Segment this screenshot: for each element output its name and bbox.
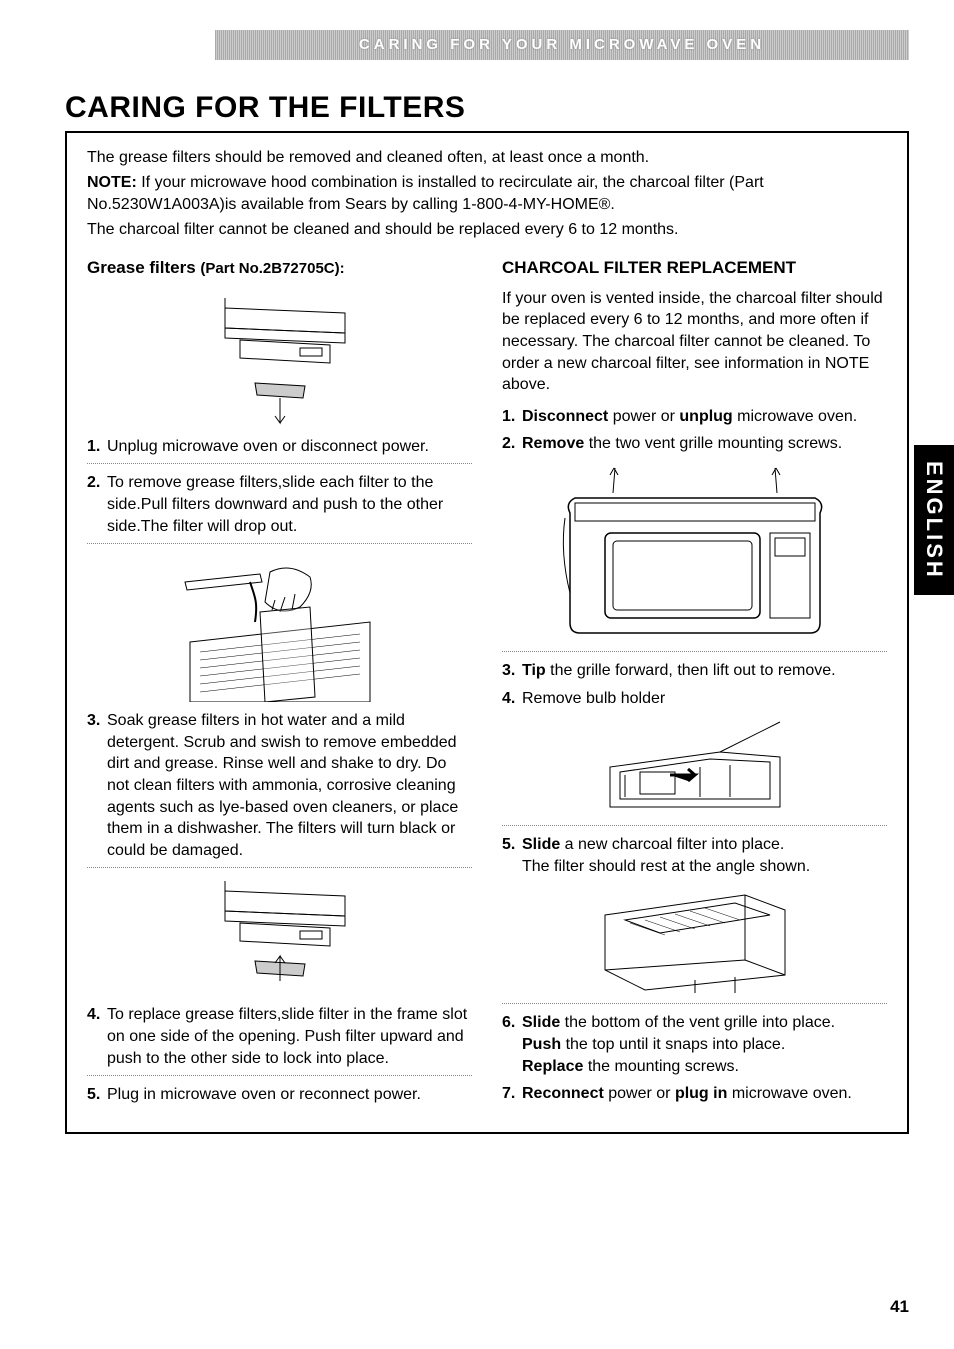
- separator: [87, 867, 472, 868]
- charcoal-step-7: 7. Reconnect power or plug in microwave …: [502, 1083, 887, 1105]
- page-number: 41: [890, 1296, 909, 1319]
- separator: [87, 543, 472, 544]
- step-number: 4.: [502, 688, 522, 710]
- microwave-front-illustration: [555, 463, 835, 643]
- intro-note: NOTE: If your microwave hood combination…: [87, 172, 887, 215]
- figure-filter-slide: [502, 885, 887, 995]
- grease-part-no: (Part No.2B72705C):: [200, 260, 344, 277]
- step-number: 2.: [502, 433, 522, 455]
- figure-hand-grab: [87, 552, 472, 702]
- charcoal-step-1: 1. Disconnect power or unplug microwave …: [502, 406, 887, 428]
- step-number: 5.: [502, 834, 522, 877]
- intro-text: The grease filters should be removed and…: [87, 147, 887, 241]
- charcoal-step-2: 2. Remove the two vent grille mounting s…: [502, 433, 887, 455]
- step-text: Soak grease filters in hot water and a m…: [107, 710, 472, 861]
- step-number: 3.: [502, 660, 522, 682]
- step-number: 1.: [502, 406, 522, 428]
- two-column-layout: Grease filters (Part No.2B72705C): 1.: [87, 257, 887, 1112]
- charcoal-step-3: 3. Tip the grille forward, then lift out…: [502, 660, 887, 682]
- grease-step-5: 5. Plug in microwave oven or reconnect p…: [87, 1084, 472, 1106]
- note-label: NOTE:: [87, 174, 137, 191]
- note-text: If your microwave hood combination is in…: [87, 174, 764, 213]
- step-number: 7.: [502, 1083, 522, 1105]
- step-text: Reconnect power or plug in microwave ove…: [522, 1083, 887, 1105]
- underside-illustration-2: [185, 876, 375, 996]
- underside-illustration-1: [185, 288, 375, 428]
- step-number: 5.: [87, 1084, 107, 1106]
- language-tab: ENGLISH: [914, 445, 954, 595]
- step-text: Disconnect power or unplug microwave ove…: [522, 406, 887, 428]
- step-number: 6.: [502, 1012, 522, 1077]
- step-text: To remove grease filters,slide each filt…: [107, 472, 472, 537]
- separator: [502, 651, 887, 652]
- figure-underside-2: [87, 876, 472, 996]
- charcoal-step-4: 4. Remove bulb holder: [502, 688, 887, 710]
- step-text: Plug in microwave oven or reconnect powe…: [107, 1084, 472, 1106]
- step-text: To replace grease filters,slide filter i…: [107, 1004, 472, 1069]
- grease-step-3: 3. Soak grease filters in hot water and …: [87, 710, 472, 861]
- figure-bulb-holder: [502, 717, 887, 817]
- step-number: 2.: [87, 472, 107, 537]
- step-text: Remove bulb holder: [522, 688, 887, 710]
- manual-page: CARING FOR YOUR MICROWAVE OVEN CARING FO…: [0, 0, 954, 1134]
- grease-heading: Grease filters (Part No.2B72705C):: [87, 257, 472, 280]
- charcoal-step-6: 6. Slide the bottom of the vent grille i…: [502, 1012, 887, 1077]
- grease-step-4: 4. To replace grease filters,slide filte…: [87, 1004, 472, 1069]
- step-number: 3.: [87, 710, 107, 861]
- charcoal-heading: CHARCOAL FILTER REPLACEMENT: [502, 257, 887, 280]
- grease-filters-column: Grease filters (Part No.2B72705C): 1.: [87, 257, 472, 1112]
- content-frame: The grease filters should be removed and…: [65, 131, 909, 1134]
- intro-line-1: The grease filters should be removed and…: [87, 147, 887, 169]
- separator: [87, 463, 472, 464]
- separator: [87, 1075, 472, 1076]
- bulb-holder-illustration: [600, 717, 790, 817]
- filter-slide-illustration: [595, 885, 795, 995]
- separator: [502, 1003, 887, 1004]
- step-text: Slide the bottom of the vent grille into…: [522, 1012, 887, 1077]
- page-title: CARING FOR THE FILTERS: [65, 88, 909, 129]
- hand-filter-illustration: [180, 552, 380, 702]
- charcoal-filter-column: CHARCOAL FILTER REPLACEMENT If your oven…: [502, 257, 887, 1112]
- grease-step-1: 1. Unplug microwave oven or disconnect p…: [87, 436, 472, 458]
- step-number: 4.: [87, 1004, 107, 1069]
- step-text: Remove the two vent grille mounting scre…: [522, 433, 887, 455]
- grease-heading-text: Grease filters: [87, 258, 200, 277]
- grease-step-2: 2. To remove grease filters,slide each f…: [87, 472, 472, 537]
- charcoal-intro: If your oven is vented inside, the charc…: [502, 288, 887, 396]
- separator: [502, 825, 887, 826]
- step-number: 1.: [87, 436, 107, 458]
- step-text: Slide a new charcoal filter into place. …: [522, 834, 887, 877]
- figure-underside-1: [87, 288, 472, 428]
- section-banner: CARING FOR YOUR MICROWAVE OVEN: [215, 30, 909, 60]
- step-text: Unplug microwave oven or disconnect powe…: [107, 436, 472, 458]
- step-text: Tip the grille forward, then lift out to…: [522, 660, 887, 682]
- figure-microwave-front: [502, 463, 887, 643]
- intro-line-3: The charcoal filter cannot be cleaned an…: [87, 219, 887, 241]
- charcoal-step-5: 5. Slide a new charcoal filter into plac…: [502, 834, 887, 877]
